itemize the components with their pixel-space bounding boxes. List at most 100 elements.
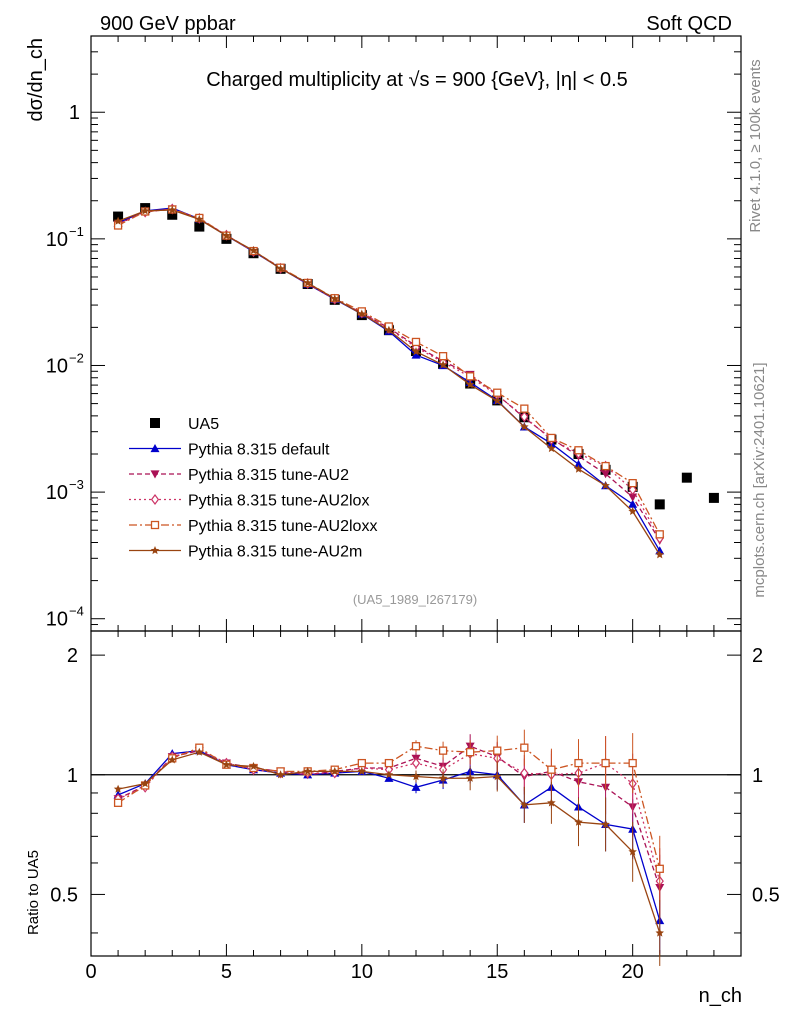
x-tick-label: 10 (351, 961, 373, 983)
data-point-ua5 (194, 221, 205, 232)
legend-label: Pythia 8.315 tune-AU2lox (188, 493, 369, 510)
series-point-ratio (357, 758, 366, 768)
series-point-main (276, 264, 285, 273)
y-tick-exponent: −3 (69, 477, 84, 492)
series-point-main (411, 347, 421, 356)
series-point-main (547, 433, 556, 443)
legend-label: Pythia 8.315 tune-AU2loxx (188, 518, 377, 535)
series-point-main (357, 309, 367, 318)
series-point-ratio (547, 765, 556, 774)
series-point-ratio (384, 758, 394, 768)
series-point-ratio (628, 847, 637, 856)
series-line-main (117, 208, 661, 541)
series-point-main (520, 404, 529, 413)
series-point-main (411, 350, 421, 359)
ratio-y-tick-label-right: 0.5 (752, 884, 780, 906)
ratio-plot-frame (90, 630, 742, 957)
series-line-main (117, 208, 661, 535)
data-point-ua5 (654, 499, 665, 510)
series-point-ratio (411, 772, 421, 781)
ratio-y-tick-label-right: 2 (752, 645, 763, 667)
series-point-main (493, 396, 502, 405)
legend-label: Pythia 8.315 tune-AU2 (188, 467, 349, 484)
series-point-main (384, 325, 394, 334)
series-point-main (303, 278, 312, 287)
legend-marker (150, 470, 160, 479)
series-point-main (493, 388, 502, 397)
series-point-ratio (113, 784, 123, 793)
series-point-ratio (493, 772, 502, 781)
series-point-ratio (330, 766, 339, 775)
series-point-ratio (438, 746, 448, 755)
series-point-ratio (520, 743, 529, 752)
series-point-main (195, 214, 204, 223)
series-point-main (140, 206, 150, 215)
legend-marker-ua5 (150, 418, 160, 428)
ratio-y-tick-label-right: 1 (752, 765, 763, 787)
series-point-ratio (601, 758, 610, 768)
series-point-main (465, 380, 475, 389)
series-point-main (547, 444, 556, 453)
curves-group (113, 203, 719, 966)
series-point-main (574, 446, 583, 455)
x-axis-label: n_ch (699, 985, 742, 1007)
series-point-main (438, 360, 448, 369)
series-point-ratio (520, 800, 529, 809)
series-point-main (628, 478, 637, 488)
ratio-y-tick-label: 2 (67, 645, 78, 667)
mcplots-label: mcplots.cern.ch [arXiv:2401.10621] (751, 362, 768, 597)
data-point-ua5 (167, 209, 178, 220)
series-point-main (655, 530, 664, 539)
series-point-ratio (384, 770, 394, 779)
series-point-ratio (493, 746, 502, 755)
legend: UA5 Pythia 8.315 default Pythia 8.315 tune… (129, 416, 377, 561)
header-right-label: Soft QCD (646, 13, 732, 35)
y-tick-exponent: −4 (69, 604, 84, 619)
series-point-ratio (276, 770, 285, 779)
y-tick-exponent: −2 (69, 350, 84, 365)
x-tick-label: 5 (221, 961, 232, 983)
series-point-main (601, 461, 610, 471)
data-point-ua5 (113, 211, 124, 222)
y-tick-label: 1 (69, 102, 80, 124)
series-point-ratio (574, 758, 583, 768)
series-point-ratio (574, 817, 583, 826)
series-point-ratio (303, 766, 312, 775)
series-point-ratio (168, 755, 177, 764)
series-point-ratio (357, 766, 367, 775)
series-point-ratio (411, 757, 421, 769)
ratio-y-tick-label: 0.5 (50, 884, 78, 906)
legend-label: Pythia 8.315 default (188, 442, 330, 459)
data-point-ua5 (708, 492, 719, 503)
series-point-main (466, 372, 475, 381)
y-tick-exponent: −1 (69, 224, 84, 239)
series-point-ratio (655, 928, 664, 937)
series-point-ratio (465, 773, 475, 782)
series-point-main (168, 205, 177, 214)
x-tick-label: 0 (85, 961, 96, 983)
ratio-y-tick-label: 1 (67, 765, 78, 787)
legend-label-ua5: UA5 (188, 416, 219, 433)
series-point-ratio (520, 767, 529, 779)
series-point-main (628, 499, 638, 508)
series-point-main (628, 493, 638, 502)
x-tick-label: 20 (622, 961, 644, 983)
legend-label: Pythia 8.315 tune-AU2m (188, 544, 362, 561)
series-point-ratio (249, 761, 258, 770)
series-point-main (574, 459, 583, 468)
y-tick-label: 10 (46, 482, 68, 504)
series-point-main (438, 352, 448, 361)
series-point-main (330, 294, 339, 303)
series-point-ratio (222, 760, 231, 769)
series-point-ratio (140, 779, 150, 788)
series-point-ratio (113, 798, 123, 807)
series-point-ratio (411, 742, 421, 751)
data-point-ua5 (681, 472, 692, 483)
y-tick-label: 10 (46, 229, 68, 251)
series-point-ratio (655, 864, 664, 873)
x-tick-label: 15 (486, 961, 508, 983)
series-point-main (574, 464, 583, 473)
series-point-main (520, 411, 529, 423)
